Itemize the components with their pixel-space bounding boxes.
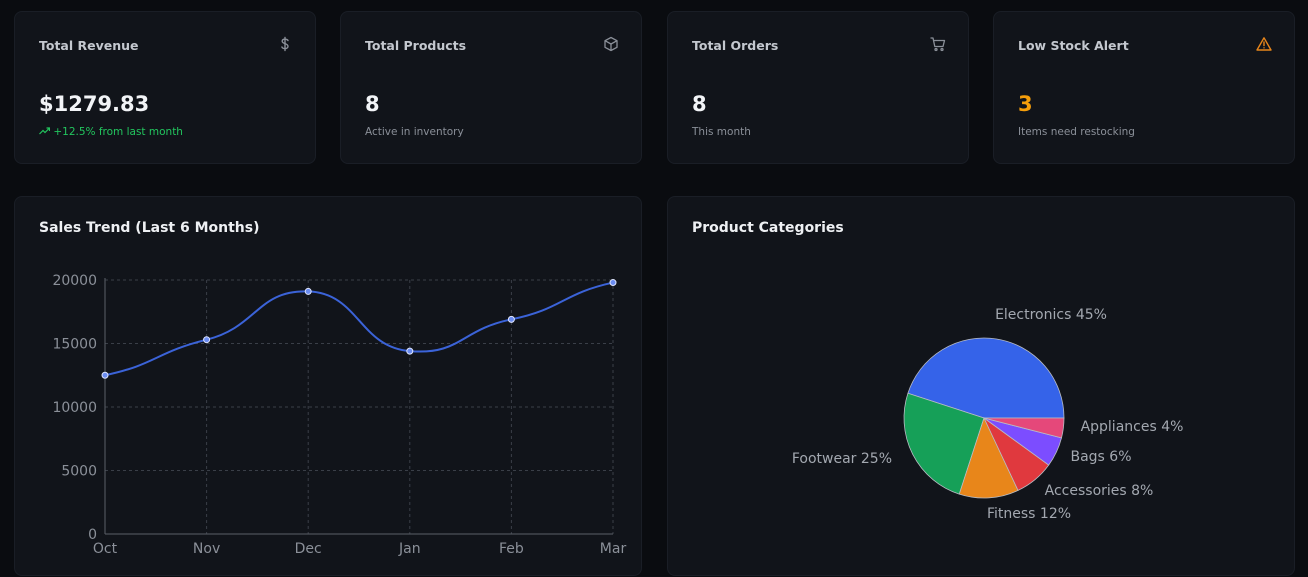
x-tick-label: Mar bbox=[600, 541, 627, 557]
pie-label: Fitness 12% bbox=[987, 506, 1071, 522]
x-tick-label: Dec bbox=[295, 541, 322, 557]
pie-label: Accessories 8% bbox=[1045, 483, 1154, 499]
stat-title: Total Orders bbox=[692, 38, 779, 53]
stat-value: 8 bbox=[692, 92, 707, 116]
product-categories-chart: Electronics 45% Footwear 25% Fitness 12% Ac… bbox=[792, 307, 1184, 522]
sales-trend-card: Sales Trend (Last 6 Months) 0 5000 10000 15… bbox=[14, 196, 642, 576]
pie-slice-electronics[interactable] bbox=[907, 337, 1065, 419]
stat-card-revenue: Total Revenue $1279.83 +12.5% from last … bbox=[14, 11, 316, 164]
pie-slice-footwear[interactable] bbox=[903, 392, 985, 495]
stat-title: Low Stock Alert bbox=[1018, 38, 1129, 53]
stat-value: 3 bbox=[1018, 92, 1033, 116]
y-tick-label: 20000 bbox=[52, 273, 97, 289]
series-line bbox=[104, 281, 614, 377]
package-icon bbox=[603, 36, 619, 52]
y-tick-label: 10000 bbox=[52, 400, 97, 416]
pie-label: Electronics 45% bbox=[995, 307, 1107, 323]
y-tick-label: 15000 bbox=[52, 337, 97, 353]
stat-sub: Active in inventory bbox=[365, 126, 464, 138]
sales-trend-chart: 0 5000 10000 15000 20000 Oct Nov Dec Jan Feb Mar bbox=[52, 273, 627, 557]
stat-card-products: Total Products 8 Active in inventory bbox=[340, 11, 642, 164]
x-tick-label: Oct bbox=[93, 541, 118, 557]
sales-trend-title: Sales Trend (Last 6 Months) bbox=[39, 220, 260, 236]
pie-label: Footwear 25% bbox=[792, 451, 892, 467]
data-point[interactable] bbox=[101, 371, 109, 379]
product-categories-card: Product Categories Electronics 45% Footwe… bbox=[667, 196, 1295, 576]
y-tick-label: 5000 bbox=[61, 464, 97, 480]
data-point[interactable] bbox=[406, 347, 414, 355]
x-tick-label: Nov bbox=[193, 541, 220, 557]
stat-trend: +12.5% from last month bbox=[39, 126, 183, 138]
data-point[interactable] bbox=[203, 336, 211, 344]
trending-up-icon bbox=[39, 126, 53, 138]
x-tick-label: Jan bbox=[398, 541, 421, 557]
data-point[interactable] bbox=[507, 315, 515, 323]
product-categories-title: Product Categories bbox=[692, 220, 844, 236]
stat-title: Total Revenue bbox=[39, 38, 139, 53]
pie-label: Appliances 4% bbox=[1081, 419, 1184, 435]
pie-slice-appliances[interactable] bbox=[983, 417, 1065, 439]
data-point[interactable] bbox=[304, 287, 312, 295]
pie-label: Bags 6% bbox=[1070, 449, 1131, 465]
alert-triangle-icon bbox=[1256, 36, 1272, 52]
stat-value: $1279.83 bbox=[39, 92, 150, 116]
stat-sub: This month bbox=[692, 126, 751, 138]
stat-card-low-stock: Low Stock Alert 3 Items need restocking bbox=[993, 11, 1295, 164]
stat-title: Total Products bbox=[365, 38, 467, 53]
stat-value: 8 bbox=[365, 92, 380, 116]
y-tick-label: 0 bbox=[88, 527, 97, 543]
pie-slice-fitness[interactable] bbox=[958, 416, 1019, 499]
x-tick-label: Feb bbox=[499, 541, 524, 557]
stat-card-orders: Total Orders 8 This month bbox=[667, 11, 969, 164]
stat-sub: Items need restocking bbox=[1018, 126, 1135, 138]
dollar-icon bbox=[277, 36, 293, 52]
cart-icon bbox=[930, 36, 946, 52]
data-point[interactable] bbox=[609, 279, 617, 287]
stat-sub: +12.5% from last month bbox=[53, 126, 183, 138]
